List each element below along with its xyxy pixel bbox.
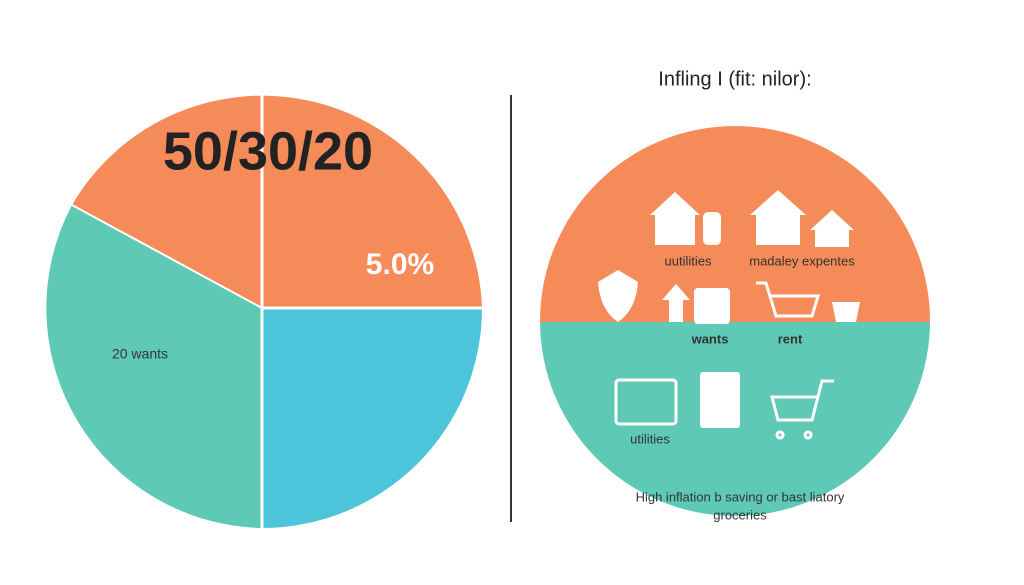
arrow-icon (662, 284, 690, 322)
bag-icon (694, 288, 730, 324)
plant-icon (832, 302, 860, 322)
folder-icon (614, 378, 678, 426)
segment-label: 20 wants (112, 346, 168, 362)
coins-icon (703, 212, 721, 245)
pie-divider (71, 204, 263, 309)
pie-slice-teal (46, 205, 262, 528)
house-icon (650, 192, 700, 245)
icons (598, 190, 860, 440)
icon-label: rent (778, 331, 803, 346)
icon-label: uutilities (665, 253, 712, 268)
pie (46, 88, 482, 528)
cart-icon (756, 281, 821, 318)
house-icon (750, 190, 806, 245)
shield-icon (598, 270, 638, 322)
pie-slice-blue (262, 308, 482, 528)
icon-label: utilities (630, 431, 670, 446)
headline: 50/30/20 (163, 121, 373, 181)
book-icon (700, 372, 740, 428)
caption-line: groceries (713, 507, 767, 522)
cart-icon (770, 379, 834, 440)
icon-label: madaley expentes (749, 253, 855, 268)
caption-line: High inflation b saving or bast liatory (636, 489, 845, 504)
house-icon (810, 210, 854, 247)
percent-label: 5.0% (366, 248, 434, 281)
right-title: Infling I (fit: nilor): (658, 68, 811, 90)
icon-label: wants (691, 331, 729, 346)
pie-slice-orange (72, 95, 482, 308)
